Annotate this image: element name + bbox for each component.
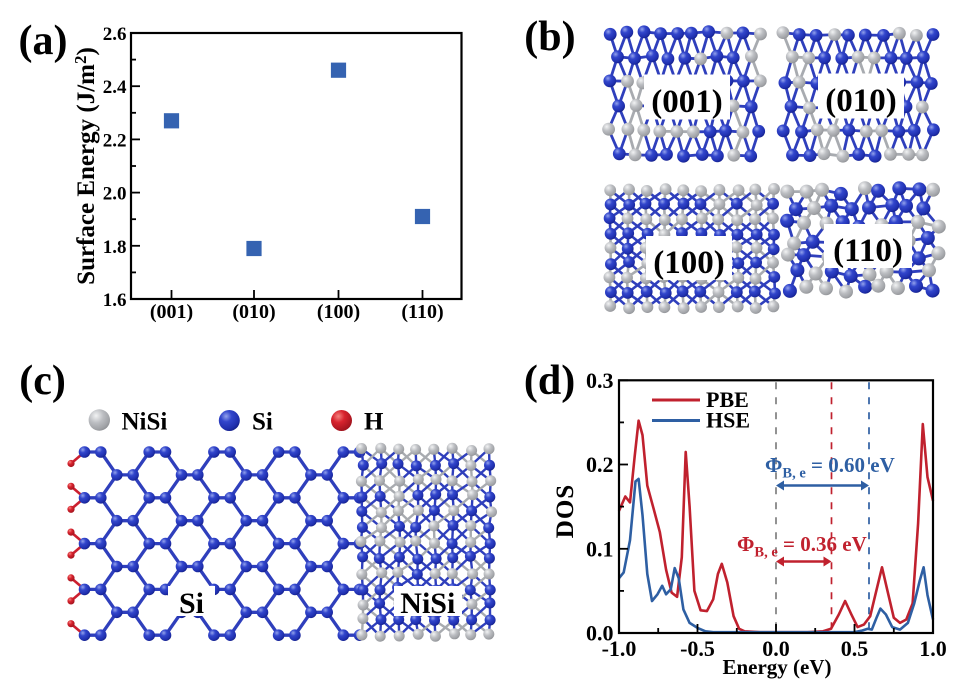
svg-text:(110): (110) [833, 233, 903, 269]
svg-text:2.4: 2.4 [103, 77, 127, 98]
svg-text:Energy (eV): Energy (eV) [722, 655, 831, 679]
svg-text:(100): (100) [653, 245, 724, 281]
svg-text:1.8: 1.8 [103, 237, 127, 258]
svg-text:1.6: 1.6 [103, 290, 127, 311]
svg-text:Si: Si [252, 409, 273, 436]
svg-text:Si: Si [179, 587, 204, 620]
svg-text:0.3: 0.3 [586, 368, 614, 393]
svg-text:2.0: 2.0 [103, 184, 127, 205]
svg-text:HSE: HSE [706, 408, 750, 433]
svg-text:(010): (010) [825, 83, 896, 119]
svg-text:0.2: 0.2 [586, 452, 614, 477]
svg-text:0.0: 0.0 [586, 621, 614, 646]
svg-text:-1.0: -1.0 [602, 636, 637, 661]
svg-text:1.0: 1.0 [919, 636, 947, 661]
svg-text:(001): (001) [651, 84, 722, 120]
svg-text:PBE: PBE [706, 387, 749, 412]
svg-text:DOS: DOS [552, 484, 579, 538]
svg-text:-0.5: -0.5 [680, 636, 715, 661]
svg-text:(100): (100) [317, 301, 360, 323]
svg-text:2.6: 2.6 [103, 24, 127, 45]
svg-text:(010): (010) [232, 301, 275, 323]
svg-text:0.0: 0.0 [762, 636, 790, 661]
svg-text:ΦB, e = 0.60 eV: ΦB, e = 0.60 eV [765, 453, 895, 482]
svg-text:(110): (110) [401, 301, 443, 323]
svg-text:Surface Energy (J/m2): Surface Energy (J/m2) [71, 47, 100, 285]
svg-text:0.1: 0.1 [586, 536, 614, 561]
svg-text:0.5: 0.5 [841, 636, 869, 661]
svg-text:NiSi: NiSi [122, 409, 168, 436]
svg-text:ΦB, e = 0.36 eV: ΦB, e = 0.36 eV [737, 532, 867, 561]
svg-text:2.2: 2.2 [103, 130, 127, 151]
svg-text:H: H [364, 409, 384, 436]
svg-text:NiSi: NiSi [400, 587, 455, 620]
svg-text:(001): (001) [150, 301, 193, 323]
